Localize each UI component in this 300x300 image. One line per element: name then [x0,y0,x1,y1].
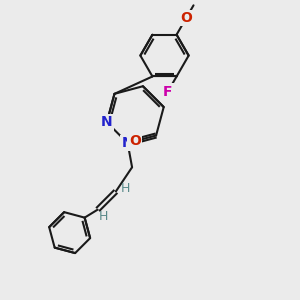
Text: H: H [99,210,108,223]
Text: O: O [180,11,192,25]
Text: N: N [122,136,134,150]
Text: N: N [101,115,112,129]
Text: H: H [121,182,130,195]
Text: F: F [163,85,172,99]
Text: O: O [129,134,141,148]
